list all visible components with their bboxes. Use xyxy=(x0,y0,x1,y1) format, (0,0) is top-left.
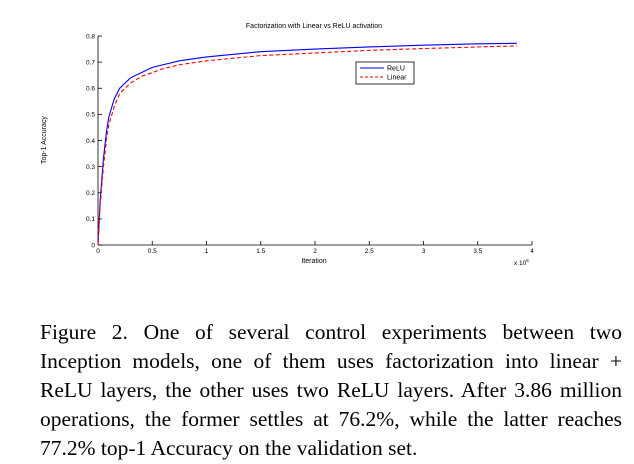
y-tick-label: 0.1 xyxy=(86,216,95,223)
chart-title: Factorization with Linear vs ReLU activa… xyxy=(246,23,382,30)
y-axis-label: Top-1 Accuracy xyxy=(41,116,48,164)
legend-label-linear: Linear xyxy=(387,75,407,82)
legend-label-relu: ReLU xyxy=(387,66,405,73)
x-tick-label: 0 xyxy=(96,248,100,255)
y-tick-label: 0.8 xyxy=(86,33,95,40)
y-tick-label: 0.2 xyxy=(86,190,95,197)
x-tick-label: 3.5 xyxy=(473,248,482,255)
y-tick-label: 0.4 xyxy=(86,138,95,145)
axes: 0 0.5 1 1.5 2 2.5 3 3.5 4 0 0.1 0.2 0.3 0.4 0.5 0.6 0.7 0… xyxy=(86,33,534,255)
x-tick-label: 3 xyxy=(422,248,426,255)
figure-caption: Figure 2. One of several control experim… xyxy=(40,320,622,460)
chart: Factorization with Linear vs ReLU activa… xyxy=(41,23,534,267)
x-tick-label: 2 xyxy=(313,248,317,255)
x-axis-label: Iteration xyxy=(301,258,326,265)
y-tick-label: 0.6 xyxy=(86,86,95,93)
legend: ReLU Linear xyxy=(355,61,415,85)
x-tick-label: 0.5 xyxy=(148,248,157,255)
y-tick-label: 0 xyxy=(91,242,95,249)
series-layer xyxy=(97,42,517,246)
y-tick-label: 0.5 xyxy=(86,112,95,119)
x-multiplier: x 106 xyxy=(514,258,529,267)
y-tick-label: 0.3 xyxy=(86,164,95,171)
x-tick-label: 4 xyxy=(530,248,534,255)
series-line-relu xyxy=(97,42,517,246)
series-line-linear xyxy=(97,45,517,246)
y-tick-label: 0.7 xyxy=(86,59,95,66)
x-tick-label: 1.5 xyxy=(256,248,265,255)
x-tick-label: 2.5 xyxy=(365,248,374,255)
x-tick-label: 1 xyxy=(205,248,209,255)
